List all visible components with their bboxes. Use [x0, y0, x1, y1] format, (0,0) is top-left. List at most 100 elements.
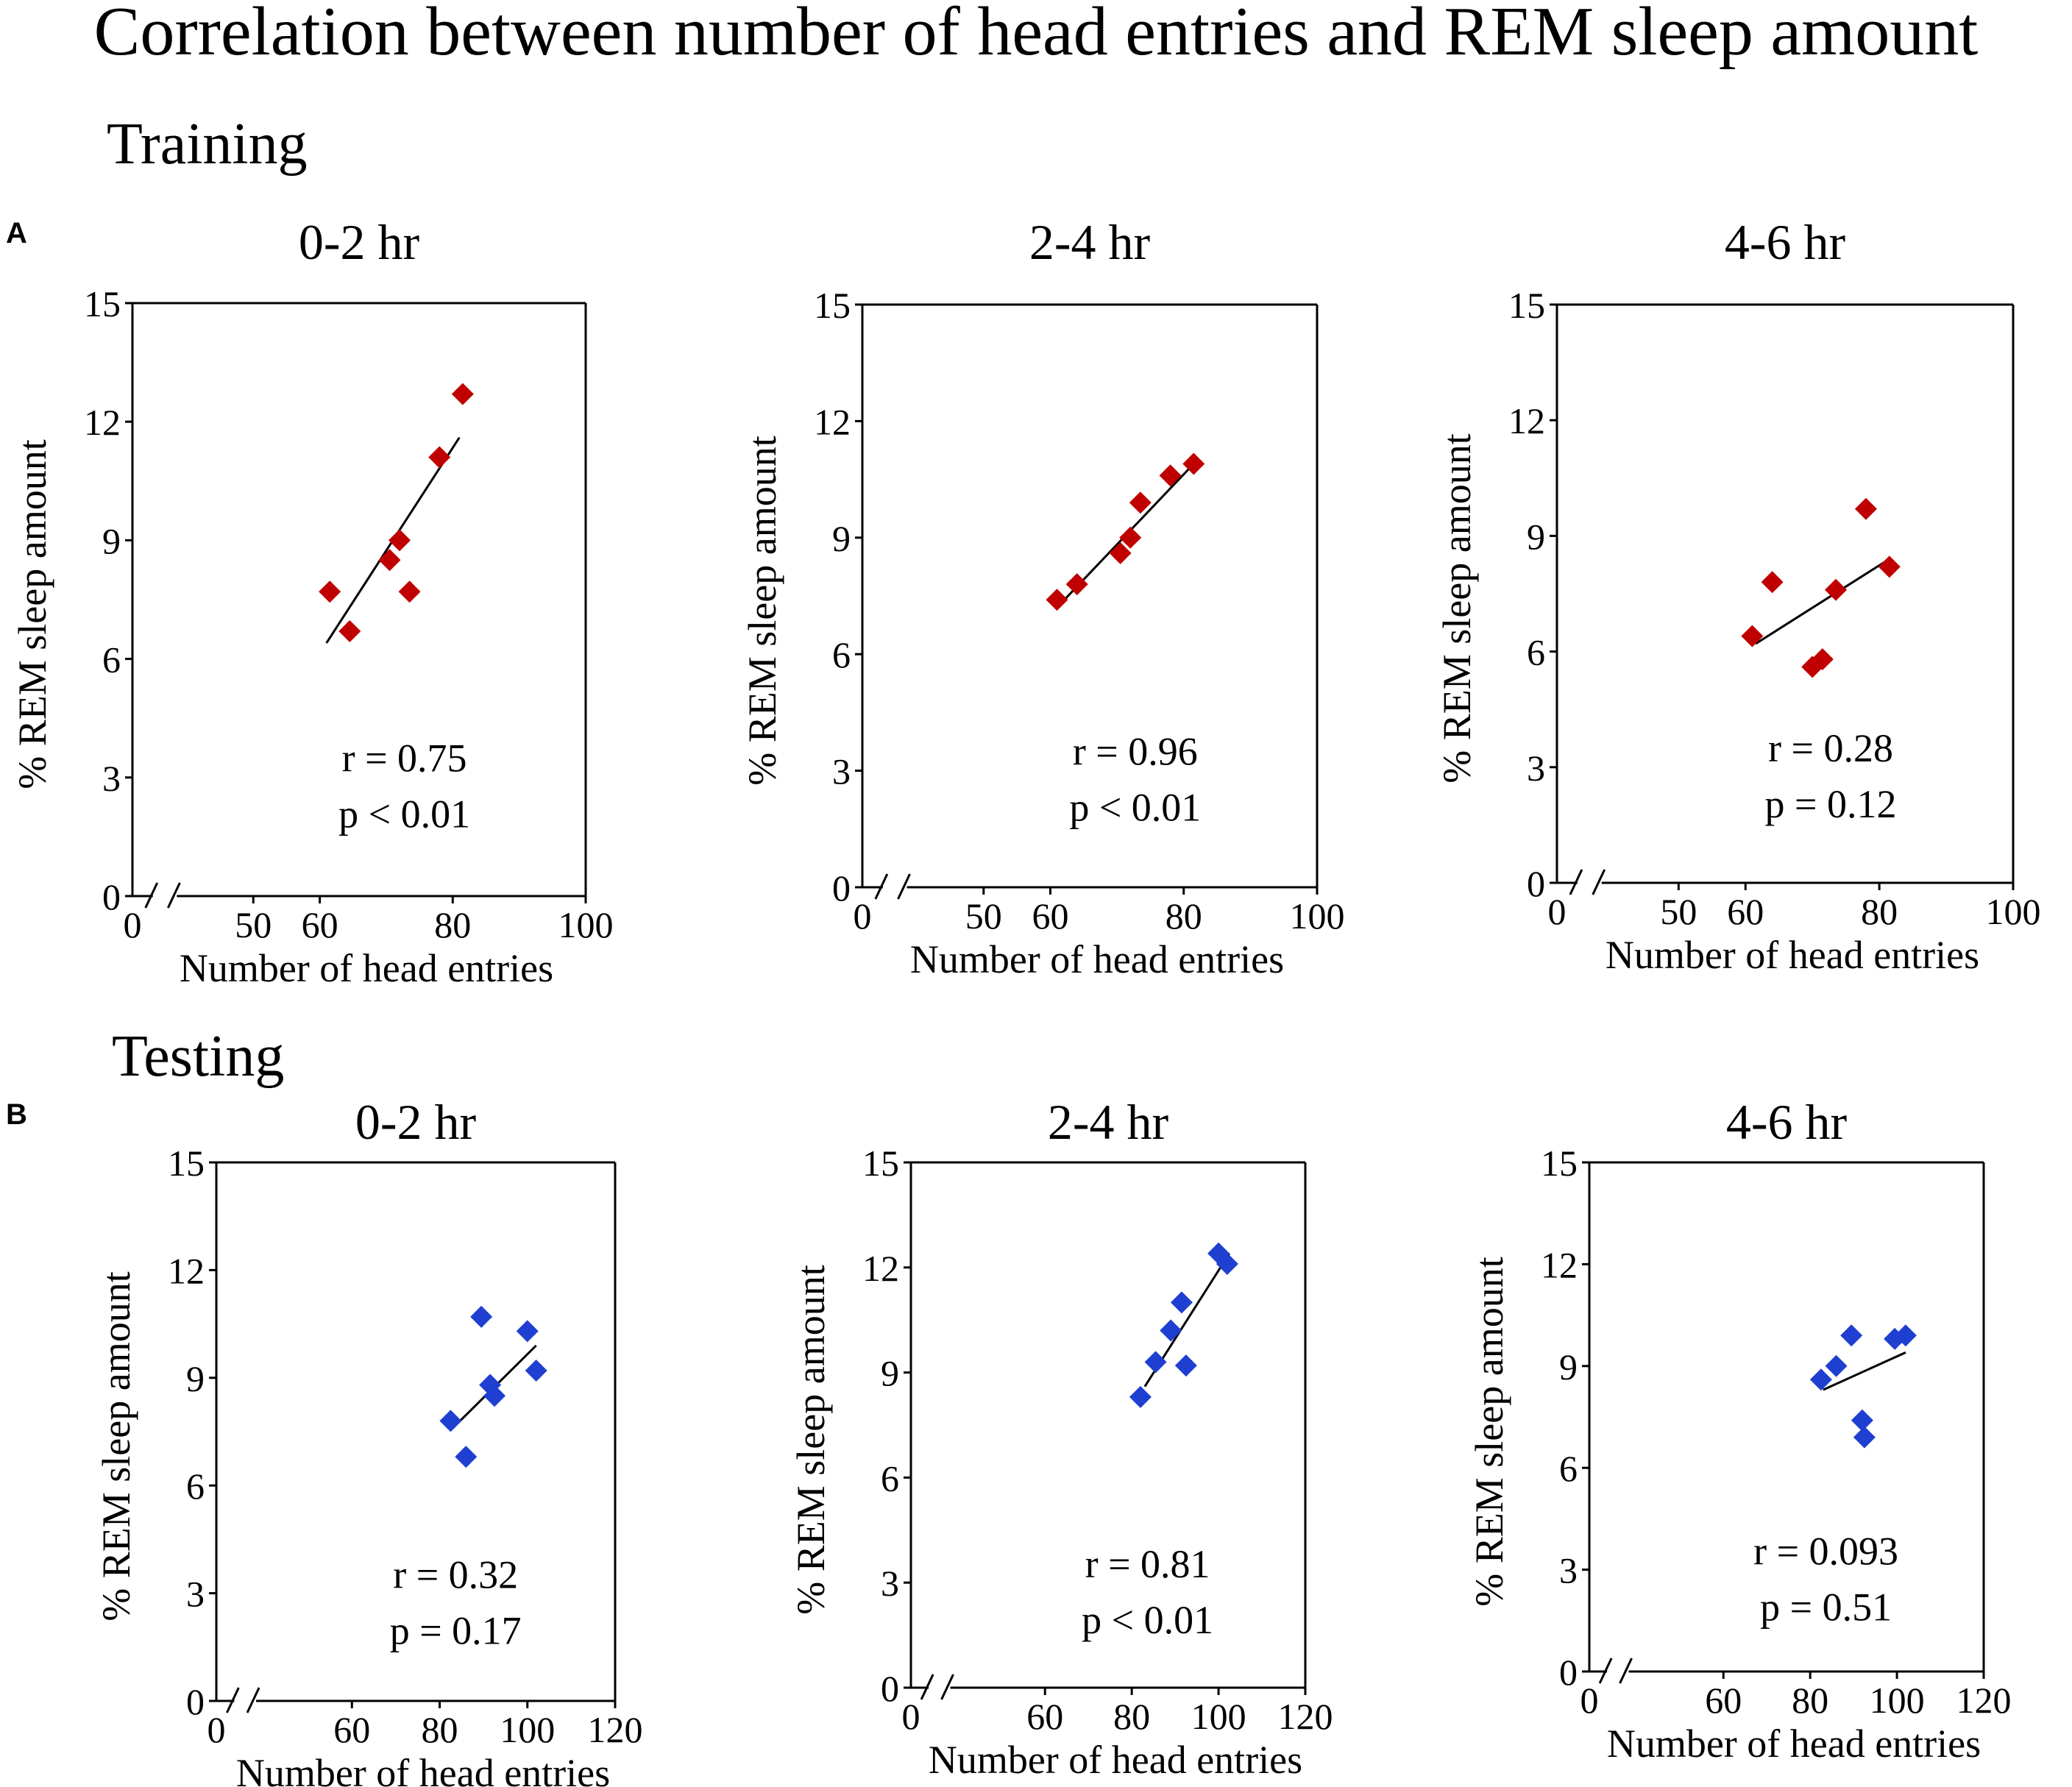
data-point — [1811, 648, 1834, 671]
data-point — [1825, 1354, 1848, 1377]
y-tick-label: 3 — [102, 758, 121, 799]
data-point — [1119, 526, 1142, 549]
y-tick-label: 15 — [168, 1143, 205, 1184]
panel-title: 2-4 hr — [1048, 1094, 1169, 1150]
axis-break-mark — [1592, 869, 1606, 895]
y-tick-label: 0 — [1527, 863, 1545, 904]
data-point — [439, 1410, 462, 1432]
axis-break-mark — [246, 1687, 260, 1713]
x-tick-label: 80 — [422, 1709, 458, 1750]
data-point — [1046, 589, 1068, 611]
y-tick-label: 12 — [1508, 400, 1545, 441]
x-tick-label: 80 — [1113, 1696, 1150, 1737]
y-tick-label: 0 — [832, 867, 851, 909]
y-tick-label: 3 — [832, 751, 851, 792]
y-tick-label: 9 — [102, 520, 121, 561]
data-point — [388, 529, 411, 552]
y-tick-label: 0 — [1559, 1652, 1578, 1693]
y-tick-label: 12 — [84, 402, 121, 443]
data-point — [1853, 1426, 1876, 1449]
data-point — [470, 1305, 493, 1328]
stat-p-value: p < 0.01 — [1069, 786, 1201, 830]
data-point — [1825, 578, 1848, 601]
y-tick-label: 9 — [832, 518, 851, 559]
axis-break-mark — [940, 1674, 954, 1700]
stat-p-value: p < 0.01 — [1082, 1598, 1213, 1642]
axis-break-mark — [1569, 869, 1583, 895]
stat-p-value: p = 0.17 — [390, 1608, 522, 1652]
data-point — [1174, 1354, 1197, 1377]
x-tick-label: 0 — [124, 904, 142, 945]
section-label-training: Training — [107, 112, 308, 177]
data-point — [1851, 1409, 1873, 1432]
data-point — [1170, 1291, 1193, 1314]
stat-r-value: r = 0.75 — [342, 736, 467, 781]
y-tick-label: 15 — [1541, 1143, 1578, 1184]
x-tick-label: 80 — [1166, 895, 1202, 937]
axis-break-mark — [226, 1687, 240, 1713]
x-tick-label: 50 — [1660, 891, 1697, 932]
axis-break-mark — [874, 873, 889, 900]
data-point — [483, 1385, 506, 1407]
y-tick-label: 15 — [84, 283, 121, 324]
y-tick-label: 6 — [102, 639, 121, 681]
stat-r-value: r = 0.32 — [393, 1552, 518, 1596]
figure-title: Correlation between number of head entri… — [94, 0, 1979, 70]
axis-break-mark — [1598, 1658, 1613, 1684]
data-point — [1809, 1368, 1832, 1391]
data-point — [1129, 1385, 1152, 1408]
x-tick-label: 0 — [902, 1696, 920, 1737]
y-axis-title: % REM sleep amount — [740, 436, 784, 785]
stat-r-value: r = 0.81 — [1085, 1542, 1210, 1586]
data-point — [1160, 1319, 1182, 1342]
y-tick-label: 6 — [832, 634, 851, 675]
x-tick-label: 0 — [1580, 1680, 1599, 1721]
y-tick-label: 3 — [1527, 747, 1545, 789]
stat-r-value: r = 0.093 — [1753, 1530, 1898, 1574]
y-tick-label: 3 — [186, 1574, 205, 1615]
x-tick-label: 100 — [558, 904, 614, 945]
data-point — [1854, 497, 1877, 520]
axis-break-mark — [920, 1674, 934, 1700]
y-tick-label: 6 — [186, 1466, 205, 1507]
panel-title: 0-2 hr — [355, 1094, 477, 1150]
data-point — [1894, 1324, 1917, 1347]
x-axis-title: Number of head entries — [180, 946, 553, 990]
y-tick-label: 9 — [186, 1358, 205, 1399]
data-point — [1741, 625, 1764, 647]
y-tick-label: 15 — [862, 1143, 899, 1184]
data-point — [1216, 1253, 1238, 1276]
x-tick-label: 0 — [854, 895, 872, 937]
x-tick-label: 60 — [1705, 1680, 1742, 1721]
x-tick-label: 50 — [235, 904, 272, 945]
x-axis-title: Number of head entries — [236, 1751, 610, 1787]
y-tick-label: 6 — [1559, 1448, 1578, 1489]
x-tick-label: 60 — [302, 904, 338, 945]
y-axis-title: % REM sleep amount — [10, 439, 54, 789]
y-tick-label: 15 — [814, 285, 851, 326]
x-tick-label: 60 — [1727, 891, 1764, 932]
y-tick-label: 0 — [881, 1668, 899, 1709]
stat-r-value: r = 0.28 — [1768, 726, 1893, 770]
x-tick-label: 60 — [1032, 895, 1068, 937]
regression-line — [1755, 558, 1890, 645]
data-point — [428, 446, 451, 469]
x-axis-title: Number of head entries — [1606, 933, 1979, 977]
y-tick-label: 9 — [881, 1353, 899, 1394]
panel-title: 4-6 hr — [1725, 214, 1846, 270]
regression-line — [1823, 1351, 1906, 1391]
y-tick-label: 12 — [1541, 1244, 1578, 1285]
panel-title: 2-4 hr — [1029, 214, 1151, 270]
axis-break-mark — [144, 882, 159, 909]
data-point — [1144, 1351, 1167, 1374]
panel-letter-b: B — [6, 1098, 27, 1131]
data-point — [451, 383, 474, 405]
y-tick-label: 9 — [1559, 1346, 1578, 1388]
stat-r-value: r = 0.96 — [1073, 730, 1198, 774]
